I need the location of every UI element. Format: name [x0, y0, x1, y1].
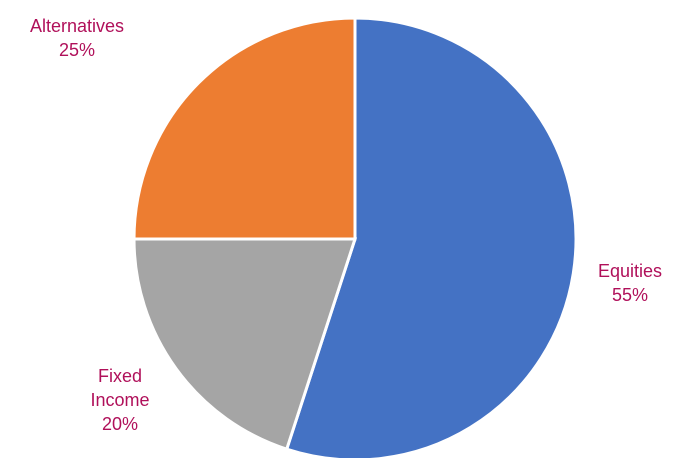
- pie-slice: [132, 237, 358, 452]
- category-label: Fixed Income: [90, 366, 150, 410]
- value-label: 55%: [611, 285, 649, 305]
- pie-slice: [132, 16, 357, 241]
- data-label: Alternatives 25%: [7, 14, 147, 62]
- pie-slice: [284, 16, 578, 458]
- category-label: Equities: [597, 261, 663, 281]
- data-label: Equities 55%: [570, 259, 684, 307]
- value-label: 25%: [58, 40, 96, 60]
- data-label: Fixed Income 20%: [75, 364, 165, 436]
- category-label: Alternatives: [29, 16, 125, 36]
- value-label: 20%: [101, 414, 139, 434]
